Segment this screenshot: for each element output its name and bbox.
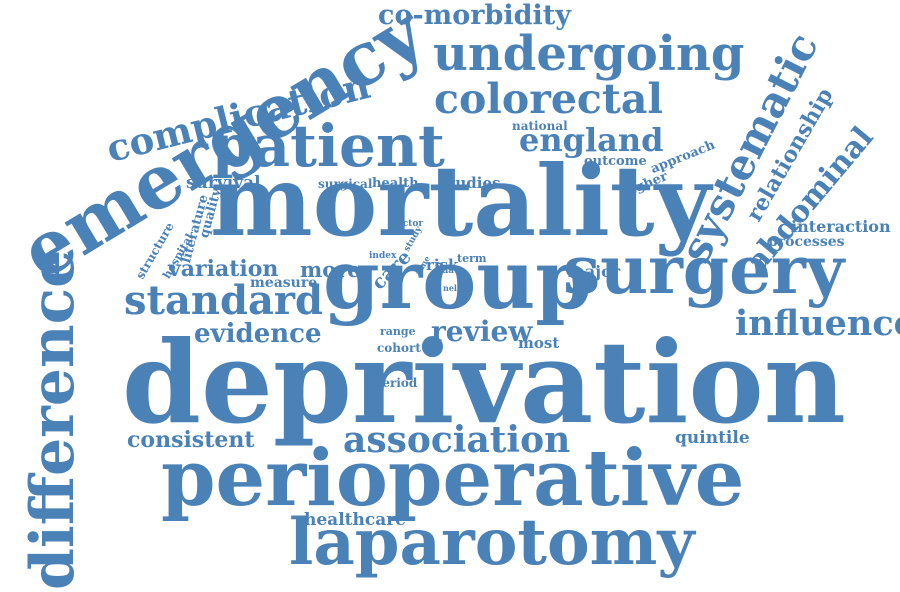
word-perioperative: perioperative: [161, 433, 745, 524]
word-health: health: [372, 176, 419, 191]
word-undergoing: undergoing: [433, 26, 745, 82]
word-measure: measure: [250, 275, 318, 291]
word-outcome: outcome: [584, 154, 647, 169]
word-quintile: quintile: [675, 428, 750, 448]
word-studies: studies: [440, 174, 501, 192]
word-association: association: [343, 419, 571, 461]
word-interaction: interaction: [791, 217, 891, 236]
word-most: most: [518, 334, 560, 352]
word-difference: difference: [18, 249, 88, 590]
word-mortality: mortality: [210, 144, 711, 258]
word-laparotomy: laparotomy: [289, 505, 695, 580]
word-colorectal: colorectal: [434, 75, 663, 123]
word-healthcare: healthcare: [304, 510, 406, 530]
word-england: england: [519, 121, 664, 159]
word-more: more: [300, 257, 361, 282]
word-patient: patient: [212, 112, 445, 180]
word-nela: nela: [443, 283, 463, 293]
word-variation: variation: [168, 256, 279, 282]
word-risk: risk: [426, 256, 459, 274]
word-influence: influence: [735, 303, 900, 344]
word-national: national: [512, 119, 568, 133]
word-data: data: [442, 266, 465, 276]
word-index: index: [369, 251, 397, 261]
word-group: group: [323, 233, 592, 328]
word-evidence: evidence: [194, 319, 322, 349]
word-processes: processes: [768, 234, 845, 250]
word-range: range: [380, 325, 416, 338]
word-standard: standard: [124, 277, 323, 324]
word-period: period: [374, 376, 418, 390]
word-cohort: cohort: [377, 341, 421, 355]
word-major: major: [568, 262, 621, 281]
word-co-morbidity: co-morbidity: [378, 0, 571, 31]
word-term: term: [457, 252, 487, 265]
word-survival: survival: [186, 173, 261, 193]
word-review: review: [431, 315, 533, 348]
word-deprivation: deprivation: [122, 316, 846, 449]
word-consistent: consistent: [127, 427, 255, 453]
word-surgery: surgery: [563, 231, 845, 309]
word-factor: factor: [393, 219, 424, 229]
word-surgical: surgical: [318, 177, 373, 191]
